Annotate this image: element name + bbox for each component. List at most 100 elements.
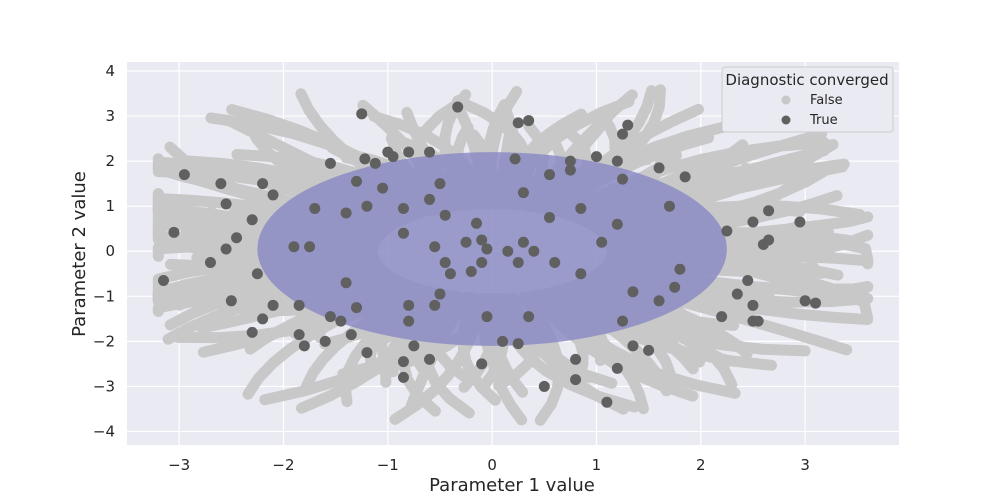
true-point (799, 295, 811, 307)
true-point (439, 257, 451, 269)
true-point (763, 234, 775, 246)
true-point (251, 268, 263, 280)
true-point (397, 202, 409, 214)
legend: Diagnostic converged False True (721, 66, 894, 133)
true-point (231, 232, 243, 244)
true-point (397, 227, 409, 239)
true-point (549, 257, 561, 269)
y-tick-label: 3 (105, 107, 115, 125)
true-point (220, 243, 232, 255)
y-tick-label: 1 (105, 197, 115, 215)
true-point (424, 193, 436, 205)
true-point (168, 226, 180, 238)
true-point (220, 198, 232, 210)
x-tick-label: −3 (168, 456, 190, 474)
x-tick-label: −1 (377, 456, 399, 474)
true-point (246, 214, 258, 226)
tick-labels: −3 −2 −1 0 1 2 3 −4 −3 −2 −1 0 1 2 3 4 (93, 62, 810, 474)
true-point (570, 374, 582, 386)
true-point (324, 311, 336, 323)
true-point (351, 302, 363, 314)
x-axis-label: Parameter 1 value (429, 475, 595, 496)
true-point (794, 216, 806, 228)
true-point (590, 151, 602, 163)
true-point (359, 153, 371, 165)
true-point (502, 245, 514, 257)
true-point (267, 189, 279, 201)
true-point (309, 202, 321, 214)
true-point (434, 178, 446, 190)
true-point (403, 146, 415, 158)
true-point (653, 162, 665, 174)
true-point (424, 353, 436, 365)
true-point (361, 347, 373, 359)
true-point (627, 286, 639, 298)
true-point (481, 243, 493, 255)
true-point (669, 281, 681, 293)
true-point (476, 234, 488, 246)
true-point (439, 209, 451, 221)
true-point (742, 275, 754, 287)
true-point (340, 207, 352, 219)
true-point (397, 371, 409, 383)
true-point (158, 275, 170, 287)
true-point (627, 340, 639, 352)
true-point (288, 241, 300, 253)
true-point (225, 295, 237, 307)
true-point (465, 266, 477, 278)
true-point (596, 236, 608, 248)
true-point (403, 299, 415, 311)
x-tick-label: −2 (272, 456, 294, 474)
true-point (434, 288, 446, 300)
true-point (403, 315, 415, 327)
true-point (747, 299, 759, 311)
legend-label-false: False (810, 93, 843, 108)
x-tick-label: 1 (592, 456, 602, 474)
true-point (335, 315, 347, 327)
true-point (810, 297, 822, 309)
y-tick-label: 0 (105, 242, 115, 260)
y-tick-label: −4 (93, 422, 115, 440)
true-point (538, 380, 550, 392)
true-point (481, 311, 493, 323)
true-point (747, 315, 759, 327)
true-point (617, 173, 629, 185)
true-point (763, 205, 775, 217)
legend-label-true: True (809, 113, 838, 128)
true-point (643, 344, 655, 356)
true-point (512, 117, 524, 129)
y-tick-label: −1 (93, 287, 115, 305)
y-tick-label: −2 (93, 332, 115, 350)
true-point (361, 200, 373, 212)
y-tick-label: −3 (93, 377, 115, 395)
true-point (731, 288, 743, 300)
true-point (356, 108, 368, 120)
true-point (246, 326, 258, 338)
true-point (345, 329, 357, 341)
true-point (611, 362, 623, 374)
true-point (611, 218, 623, 230)
true-point (544, 211, 556, 223)
true-point (257, 313, 269, 325)
true-point (340, 277, 352, 289)
true-point (452, 101, 464, 113)
true-point (369, 157, 381, 169)
true-point (204, 257, 216, 269)
true-point (476, 257, 488, 269)
true-point (324, 157, 336, 169)
true-point (517, 187, 529, 199)
true-point (382, 146, 394, 158)
true-point (319, 335, 331, 347)
y-tick-label: 4 (105, 62, 115, 80)
true-point (460, 236, 472, 248)
legend-box (721, 66, 894, 133)
true-point (622, 119, 634, 131)
true-point (444, 268, 456, 280)
true-point (564, 155, 576, 167)
true-point (293, 329, 305, 341)
true-point (351, 175, 363, 187)
true-point (397, 356, 409, 368)
y-axis-label: Parameter 2 value (69, 171, 90, 337)
true-point (429, 241, 441, 253)
